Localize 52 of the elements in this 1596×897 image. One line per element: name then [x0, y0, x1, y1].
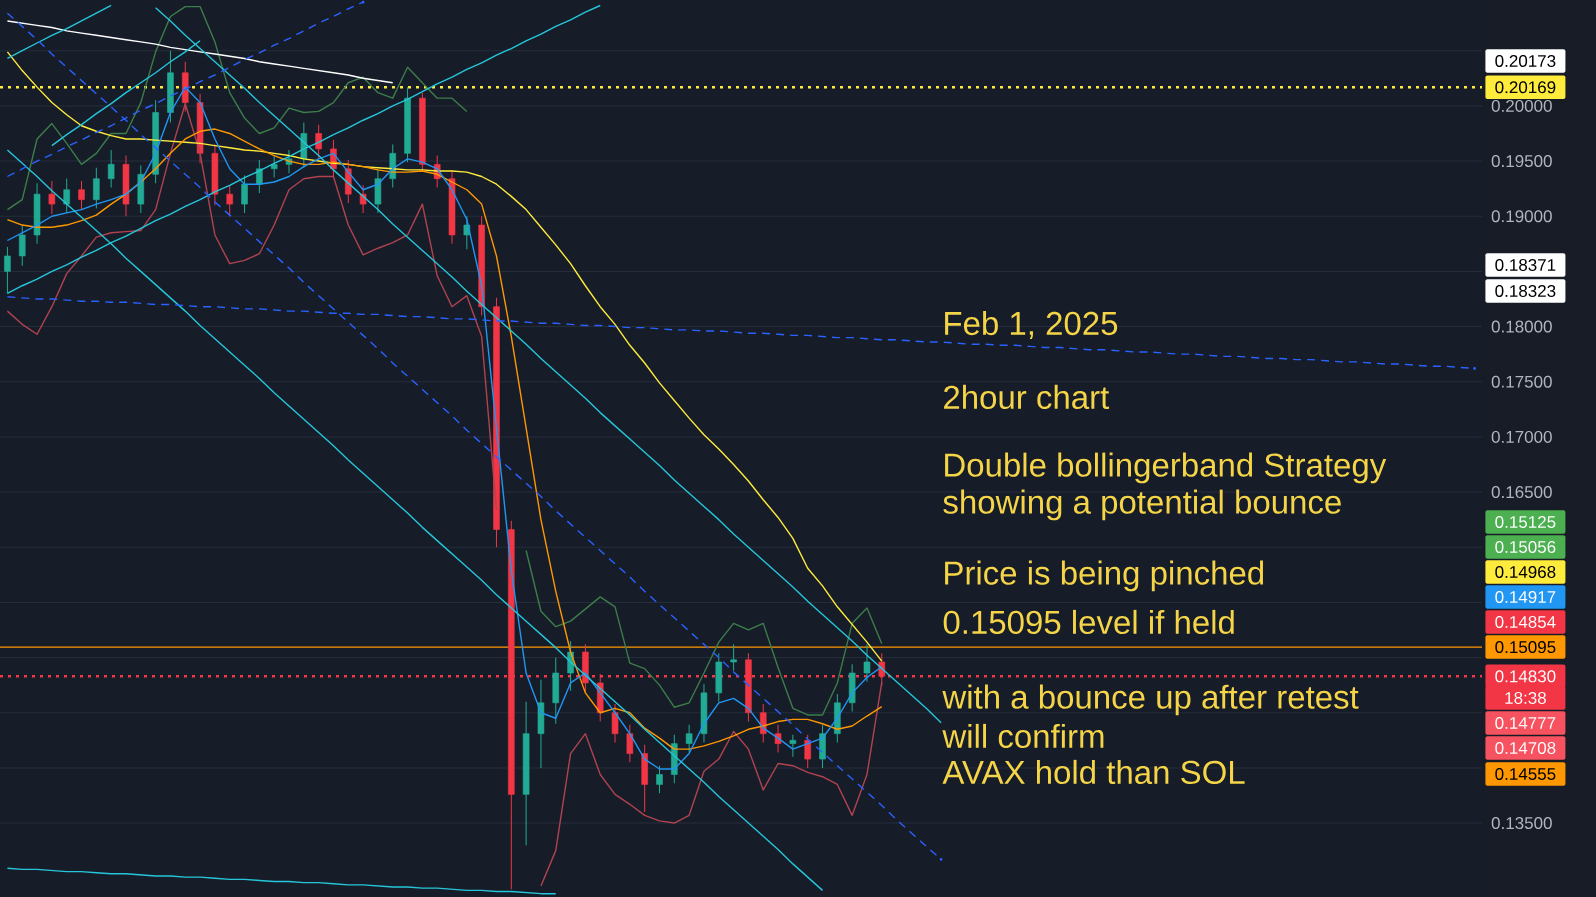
candlestick: [63, 178, 70, 214]
text: 18:38: [1505, 691, 1546, 704]
annotation: AVAX hold than SOL: [942, 759, 1245, 785]
ref-line-label: 0.14830: [1495, 670, 1556, 683]
candlestick: [626, 724, 634, 763]
candlestick: [656, 765, 663, 794]
text: 0.18323: [1495, 284, 1556, 297]
candlestick: [804, 734, 811, 769]
candlestick: [611, 703, 619, 744]
ref-line-label: 0.20169: [1495, 81, 1556, 94]
y-tick-label: 0.19500: [1491, 155, 1552, 168]
candlestick: [4, 246, 11, 294]
annotation: 2hour chart: [944, 384, 1110, 410]
annotation: showing a potential bounce: [943, 489, 1341, 521]
text: 0.18371: [1495, 258, 1556, 271]
text: 0.14555: [1495, 767, 1556, 780]
annotation: Double bollingerband Strategy: [945, 452, 1387, 484]
candlestick: [256, 159, 263, 194]
text: 0.14854: [1495, 615, 1556, 628]
candlestick: [863, 643, 871, 683]
y-tick-label: 0.17000: [1491, 430, 1552, 443]
candlestick: [18, 224, 26, 267]
y-tick-label: 0.18000: [1491, 320, 1552, 333]
candlestick: [789, 734, 797, 758]
candlestick: [107, 149, 115, 189]
candlestick: [241, 174, 248, 214]
candlestick: [78, 180, 85, 211]
text: 0.15056: [1495, 540, 1556, 553]
text: 0.14968: [1495, 565, 1556, 578]
candlestick: [315, 124, 322, 159]
y-tick-label: 0.19000: [1491, 210, 1552, 223]
annotation: will confirm: [942, 723, 1104, 749]
annotation: with a bounce up after retest: [942, 684, 1359, 716]
y-tick-label: 0.17500: [1491, 375, 1552, 388]
text: 0.20173: [1495, 54, 1556, 67]
text: 0.14777: [1495, 716, 1556, 729]
candlestick: [48, 180, 56, 215]
candlestick: [270, 155, 278, 179]
y-tick-label: 0.20000: [1491, 99, 1552, 112]
candlestick: [685, 724, 693, 753]
annotation: Price is being pinched: [945, 560, 1264, 592]
annotation: 0.15095 level if held: [943, 609, 1234, 635]
text: 0.15125: [1495, 515, 1556, 528]
y-tick-label: 0.16500: [1491, 486, 1552, 499]
candlestick: [93, 167, 100, 209]
text: 0.14917: [1495, 590, 1556, 603]
candlestick: [226, 184, 233, 217]
text: 0.14708: [1495, 741, 1556, 754]
y-tick-label: 0.13500: [1491, 817, 1552, 830]
annotation: Feb 1, 2025: [945, 310, 1118, 340]
ref-line-label: 0.15095: [1495, 641, 1556, 654]
candlestick: [730, 643, 737, 672]
